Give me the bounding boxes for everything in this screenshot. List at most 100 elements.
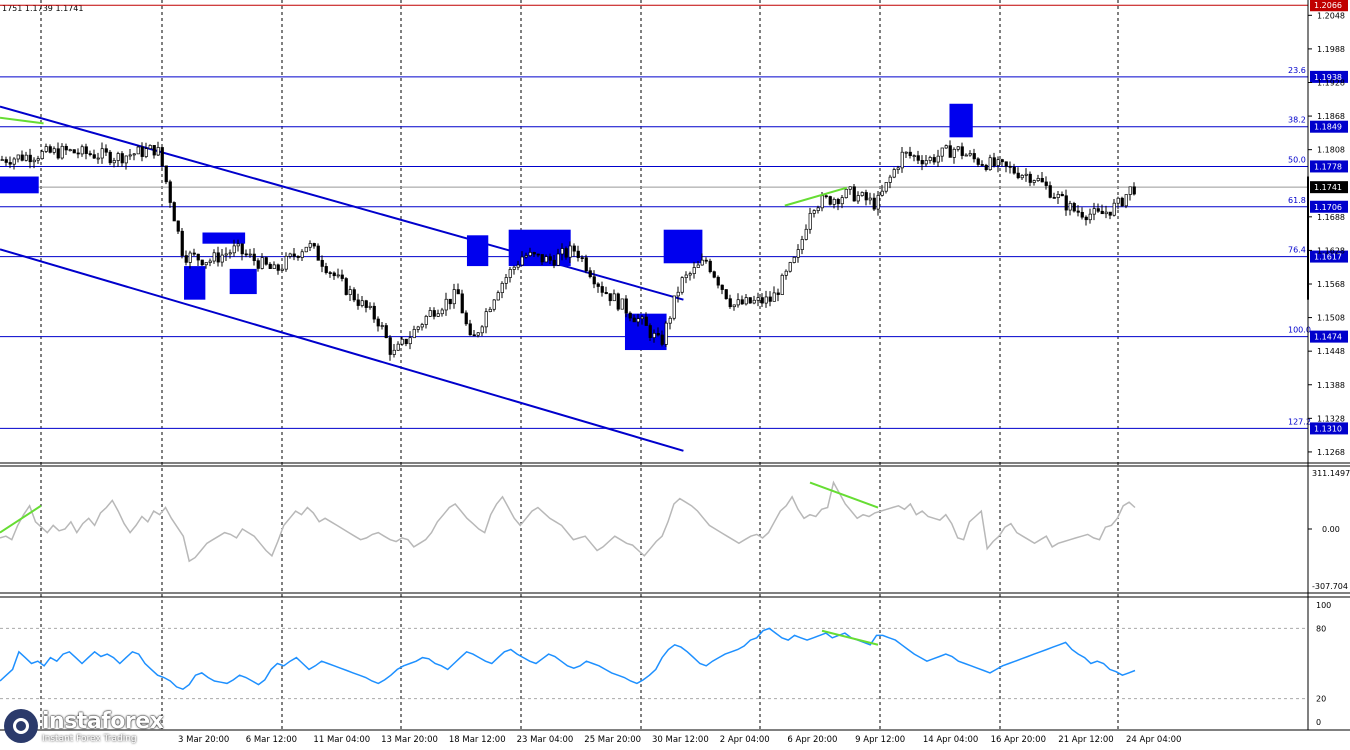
candle-body <box>520 256 524 266</box>
candle-body <box>92 154 96 159</box>
candle-body <box>1044 181 1048 186</box>
candle-body <box>588 270 592 278</box>
candle-body <box>156 147 160 156</box>
ohlc-readout: 1751 1.1739 1.1741 <box>2 4 84 13</box>
candle-body <box>140 146 144 157</box>
candle-body <box>296 255 300 258</box>
candle-body <box>676 291 680 297</box>
candle-body <box>136 146 140 155</box>
candle-body <box>476 332 480 336</box>
candle-body <box>664 322 668 345</box>
candle-body <box>556 253 560 266</box>
candle-body <box>796 249 800 258</box>
candle-body <box>492 299 496 310</box>
candle-body <box>892 169 896 178</box>
highlight-box <box>202 232 246 244</box>
candle-body <box>364 300 368 308</box>
candle-body <box>600 286 604 293</box>
candle-body <box>332 272 336 277</box>
candle-body <box>192 252 196 255</box>
candle-body <box>1108 211 1112 216</box>
candle-body <box>368 305 372 308</box>
candle-body <box>240 243 244 255</box>
candle-body <box>812 210 816 214</box>
candle-body <box>740 299 744 305</box>
candle-body <box>536 253 540 256</box>
fib-price-tag <box>1310 250 1348 263</box>
candle-body <box>1080 211 1084 218</box>
candle-body <box>188 252 192 263</box>
candle-body <box>864 192 868 201</box>
candle-body <box>544 256 548 263</box>
candle-body <box>1040 177 1044 183</box>
price-tick-label: 1.1268 <box>1317 448 1345 457</box>
fib-price-label: 1.1778 <box>1314 162 1342 171</box>
divergence-line-price <box>0 116 44 125</box>
trend-channel <box>0 105 684 452</box>
candle-body <box>932 157 936 163</box>
candle-body <box>212 252 216 262</box>
candle-body <box>280 268 284 271</box>
candle-body <box>972 153 976 160</box>
price-tick-label: 1.1628 <box>1317 246 1345 255</box>
candle-body <box>1088 213 1092 221</box>
cci-zero-label: 0.00 <box>1322 525 1340 534</box>
candle-body <box>688 273 692 276</box>
candle-body <box>72 149 76 154</box>
candle-body <box>1120 197 1124 207</box>
candle-body <box>908 151 912 157</box>
candle-body <box>784 270 788 276</box>
candle-body <box>496 292 500 301</box>
candle-body <box>8 162 12 165</box>
candle-body <box>716 276 720 286</box>
candle-body <box>1084 216 1088 221</box>
candle-body <box>792 256 796 263</box>
oscillator-axis-label: 100 <box>1316 601 1331 610</box>
fib-level-pct: 23.6 <box>1288 66 1306 75</box>
candle-body <box>1004 161 1008 167</box>
time-axis-label: 14 Apr 04:00 <box>923 735 978 745</box>
price-tick-label: 1.1688 <box>1317 213 1345 222</box>
candle-body <box>708 260 712 273</box>
candle-body <box>856 195 860 202</box>
divergence-line-cci <box>0 504 42 534</box>
time-axis-label: 30 Mar 12:00 <box>652 735 709 745</box>
candle-body <box>128 154 132 157</box>
candle-body <box>608 293 612 302</box>
fib-price-tag <box>1310 330 1348 343</box>
candle-body <box>500 282 504 294</box>
candle-body <box>552 259 556 266</box>
logo-name: instaforex <box>42 708 164 734</box>
candle-body <box>572 245 576 252</box>
candle-body <box>148 145 152 149</box>
candle-body <box>540 254 544 263</box>
candle-body <box>56 148 60 159</box>
candle-body <box>824 195 828 198</box>
candle-body <box>292 253 296 257</box>
divergence-line-cci <box>809 481 879 509</box>
candle-body <box>1016 172 1020 179</box>
candle-body <box>104 148 108 153</box>
candle-body <box>1064 195 1068 211</box>
candle-body <box>712 271 716 278</box>
candle-body <box>952 148 956 158</box>
divergence-lines <box>0 116 848 207</box>
candle-body <box>488 308 492 312</box>
candle-body <box>960 146 964 156</box>
candle-body <box>132 153 136 156</box>
candle-body <box>752 299 756 304</box>
fib-price-tag <box>1310 0 1348 12</box>
candle-body <box>372 305 376 320</box>
candle-body <box>748 297 752 304</box>
candle-body <box>480 326 484 334</box>
candle-body <box>548 256 552 261</box>
candle-body <box>96 157 100 160</box>
candle-body <box>872 197 876 210</box>
candle-body <box>596 283 600 287</box>
candle-body <box>1132 186 1136 195</box>
candle-body <box>840 197 844 205</box>
instaforex-logo: instaforex Instant Forex Trading <box>4 706 179 746</box>
candle-body <box>24 154 28 161</box>
candle-body <box>116 153 120 161</box>
candle-body <box>820 195 824 209</box>
